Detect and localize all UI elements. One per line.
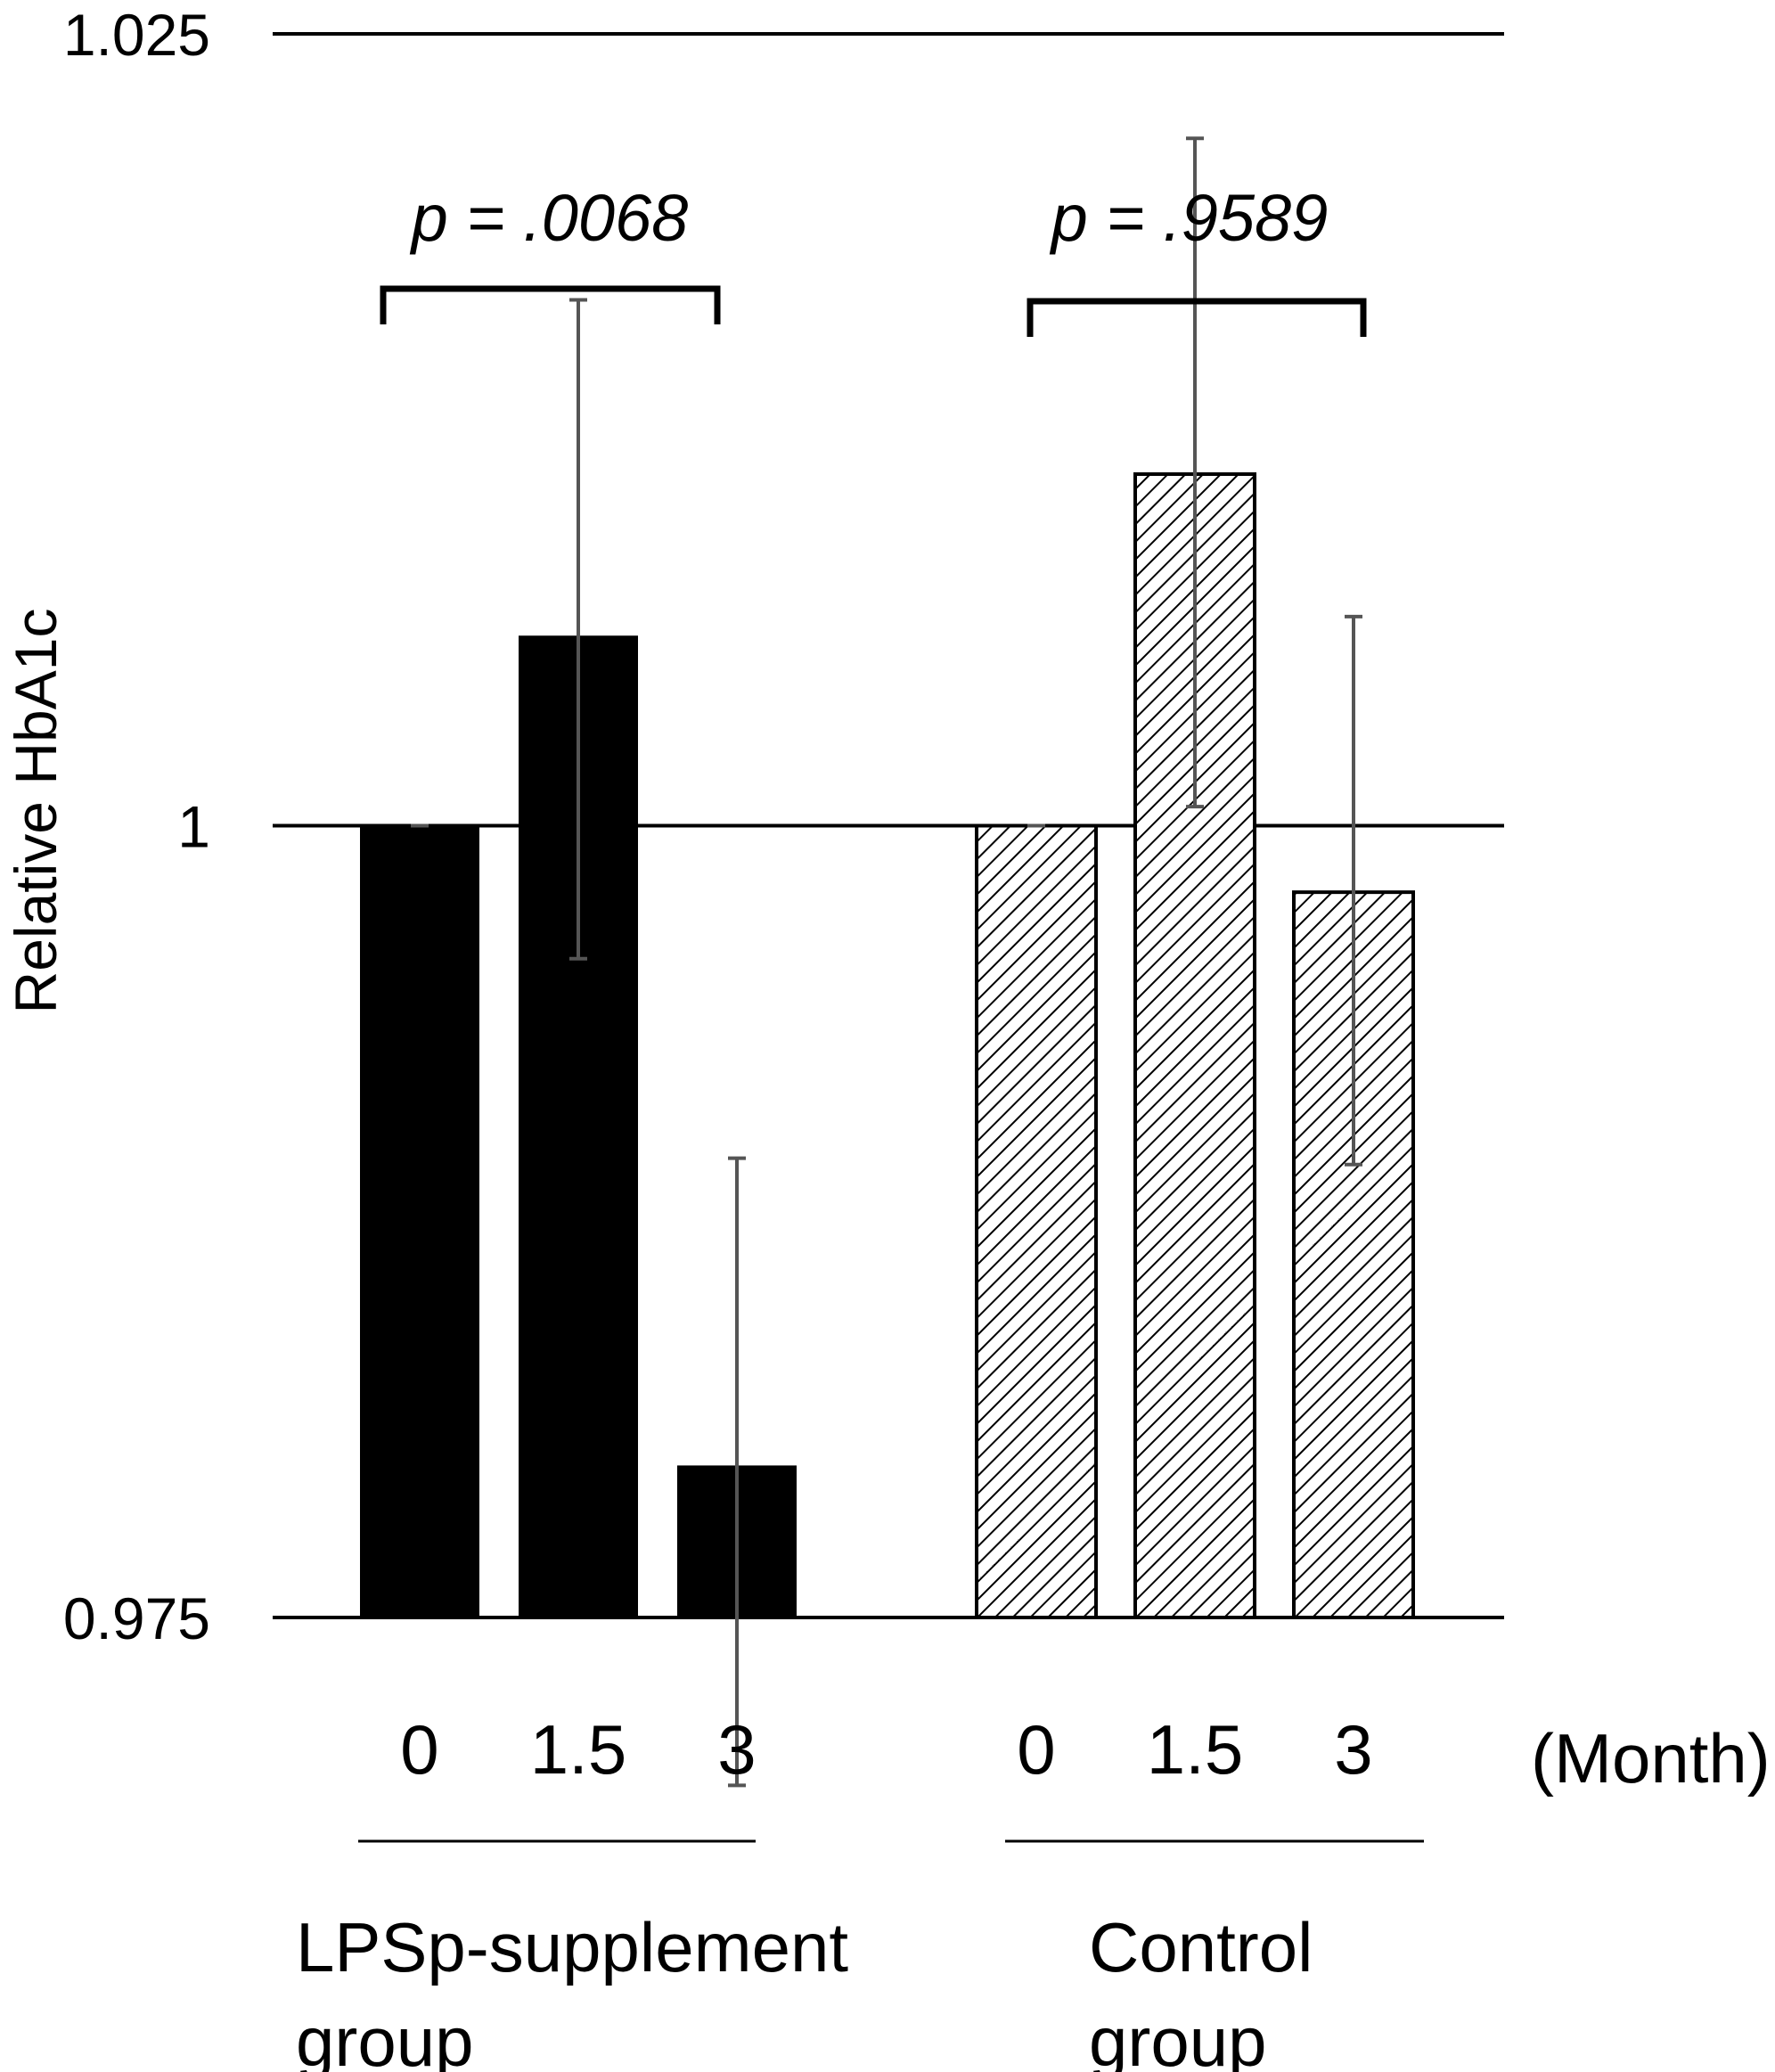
group-label-line1: LPSp-supplement [296, 1908, 848, 1986]
y-tick-labels: 1.025 1 0.975 [63, 2, 210, 1651]
significance-bracket [380, 285, 721, 324]
group-label-line2: group [296, 2002, 474, 2072]
group-label-line2: group [1089, 2002, 1267, 2072]
p-value-label: p = .9589 [1050, 181, 1329, 255]
y-axis-title: Relative HbA1c [3, 609, 69, 1014]
bars [360, 472, 1415, 1619]
p-value-label: p = .0068 [410, 181, 689, 255]
x-tick-label: 1.5 [1147, 1710, 1243, 1789]
error-bar [1345, 614, 1362, 1167]
group-label-line1: Control [1089, 1908, 1313, 1986]
x-tick-label: 1.5 [530, 1710, 626, 1789]
x-axis-unit-label: (Month) [1531, 1719, 1771, 1798]
x-tick-label: 0 [400, 1710, 438, 1789]
significance-bracket [1027, 298, 1367, 337]
y-tick-label: 0.975 [63, 1585, 210, 1651]
error-bars [411, 136, 1362, 1788]
x-tick-label: 0 [1017, 1710, 1055, 1789]
x-tick-label: 3 [717, 1710, 756, 1789]
error-bar [728, 1156, 746, 1788]
error-bar [569, 298, 587, 961]
bar [360, 825, 479, 1617]
error-bar [1186, 136, 1204, 809]
y-tick-label: 1 [177, 794, 210, 860]
x-axis-labels: 0 1.5 3 LPSp-supplement group 0 1.5 3 Control gro… [296, 1710, 1424, 2072]
y-tick-label: 1.025 [63, 2, 210, 68]
significance-brackets: p = .0068 p = .9589 [380, 181, 1367, 337]
x-tick-label: 3 [1334, 1710, 1372, 1789]
bar [975, 823, 1098, 1619]
